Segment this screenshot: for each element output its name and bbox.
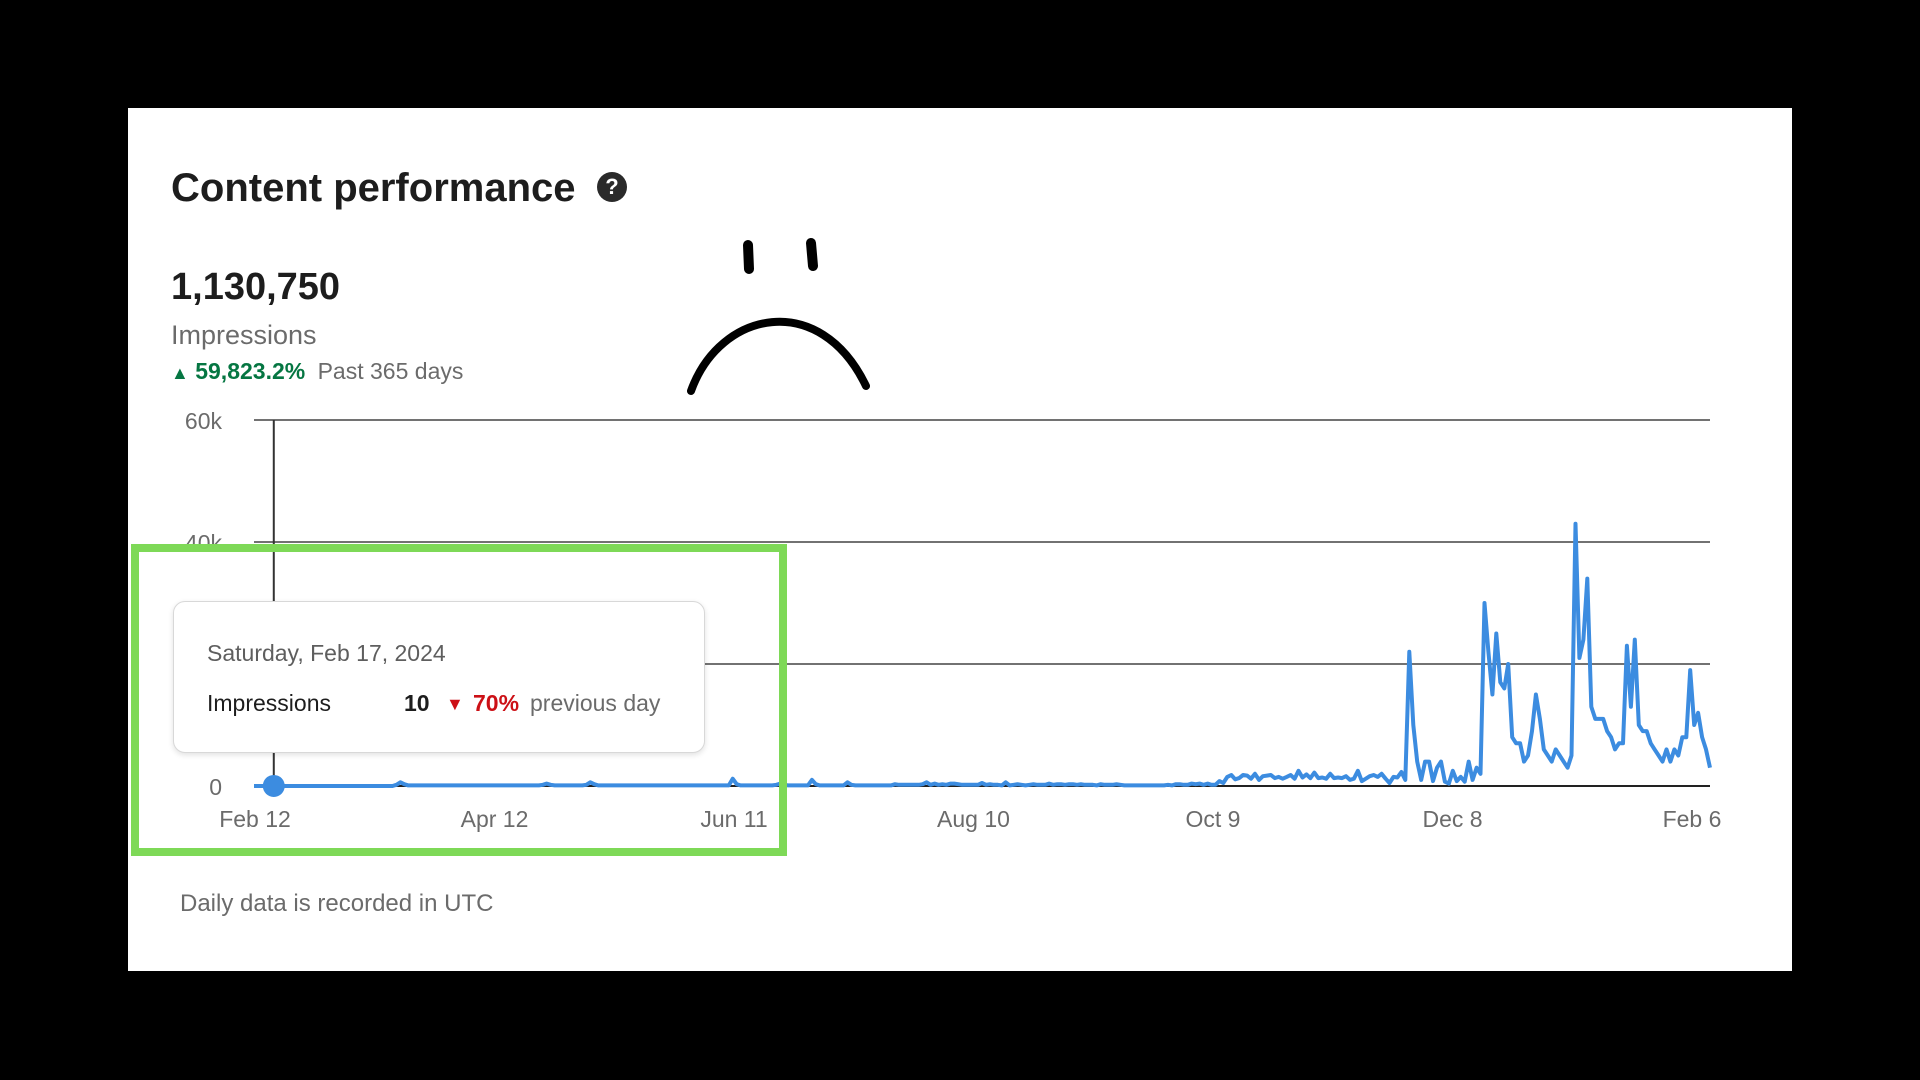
content-performance-card xyxy=(128,108,1792,971)
x-tick-label: Oct 9 xyxy=(1186,806,1241,832)
footnote: Daily data is recorded in UTC xyxy=(180,890,494,917)
tooltip-card: Saturday, Feb 17, 2024 Impressions 10 ▼ … xyxy=(173,601,705,753)
down-arrow-icon: ▼ xyxy=(446,694,464,714)
tooltip-date: Saturday, Feb 17, 2024 xyxy=(207,640,446,666)
x-tick-label: Feb 12 xyxy=(219,806,291,832)
tooltip-change-suffix: previous day xyxy=(530,690,661,716)
impressions-total: 1,130,750 xyxy=(171,266,341,308)
up-arrow-icon: ▲ xyxy=(171,363,189,383)
x-tick-label: Apr 12 xyxy=(461,806,529,832)
metric-label: Impressions xyxy=(171,320,317,350)
card-title: Content performance xyxy=(171,166,576,210)
y-tick-label: 60k xyxy=(185,408,223,434)
period-label: Past 365 days xyxy=(317,358,464,384)
x-tick-label: Dec 8 xyxy=(1422,806,1482,832)
frown-face-drawing xyxy=(687,238,870,395)
tooltip-change-percent: 70% xyxy=(473,690,520,716)
tooltip-metric-label: Impressions xyxy=(207,690,331,716)
green-highlight-box xyxy=(131,544,787,856)
x-tick-label: Aug 10 xyxy=(937,806,1010,832)
y-tick-label: 0 xyxy=(209,774,222,800)
highlighted-data-point[interactable] xyxy=(262,774,285,797)
change-row: ▲ 59,823.2% Past 365 days xyxy=(171,358,463,385)
x-tick-label: Feb 6 xyxy=(1663,806,1722,832)
impressions-series-line xyxy=(254,521,1712,788)
change-percent: 59,823.2% xyxy=(195,358,306,384)
tooltip-value: 10 xyxy=(404,690,430,716)
x-tick-label: Jun 11 xyxy=(700,806,767,832)
question-circle-icon[interactable]: ? xyxy=(597,172,627,202)
